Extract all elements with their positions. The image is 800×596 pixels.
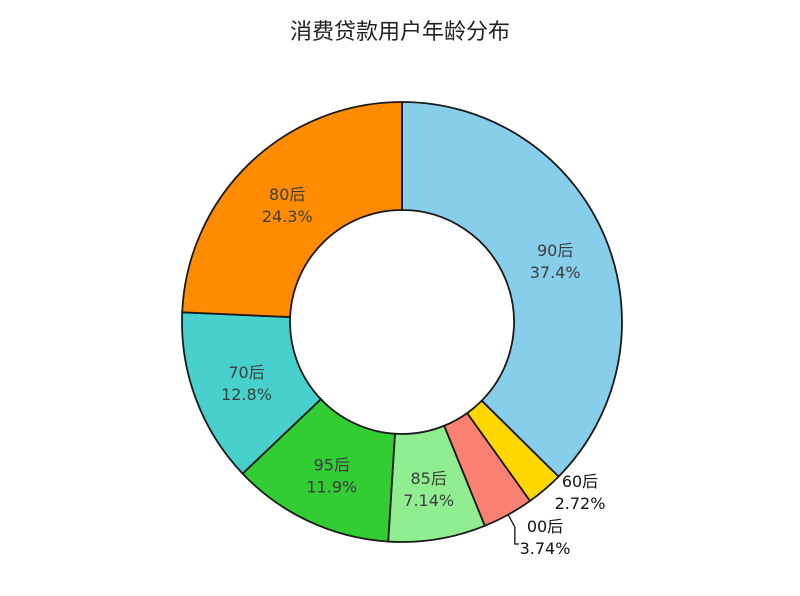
slice-label-95: 95后 bbox=[314, 455, 350, 474]
slice-percent-70: 12.8% bbox=[221, 385, 272, 404]
slice-label-00: 00后 bbox=[527, 517, 563, 536]
leader-line-00 bbox=[507, 514, 519, 545]
slice-percent-90: 37.4% bbox=[530, 263, 581, 282]
slice-percent-80: 24.3% bbox=[262, 207, 313, 226]
slice-percent-95: 11.9% bbox=[306, 477, 357, 496]
slice-percent-00: 3.74% bbox=[520, 539, 571, 558]
slice-80 bbox=[181, 101, 403, 319]
slice-label-80: 80后 bbox=[269, 185, 305, 204]
chart-title: 消费贷款用户年龄分布 bbox=[289, 20, 510, 45]
slice-90 bbox=[401, 101, 623, 478]
slice-label-70: 70后 bbox=[228, 363, 264, 382]
slice-label-90: 90后 bbox=[537, 241, 573, 260]
slice-percent-60: 2.72% bbox=[555, 494, 606, 513]
donut-slices bbox=[181, 101, 623, 543]
slice-label-85: 85后 bbox=[411, 469, 447, 488]
donut-labels: 90后 37.4% 60后 2.72% 00后 3.74% 85后 7.14% 95后 11.9%… bbox=[221, 185, 605, 558]
slice-percent-85: 7.14% bbox=[403, 491, 454, 510]
slice-label-60: 60后 bbox=[562, 472, 598, 491]
